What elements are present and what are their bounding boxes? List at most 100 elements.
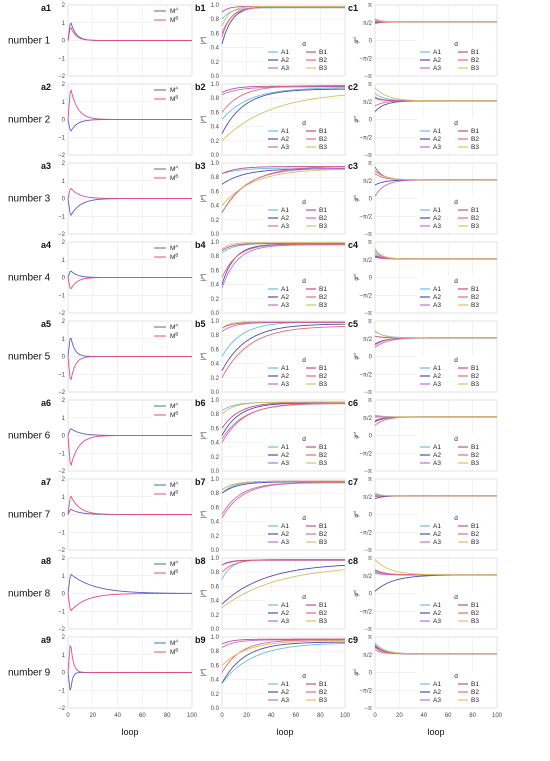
series-line-A2: [221, 564, 346, 605]
y-tick-label: 0: [62, 39, 66, 45]
panel-label-b3: b3: [195, 161, 206, 171]
y-tick-label: 2: [62, 3, 66, 9]
series-line-B3: [374, 19, 497, 23]
legend-entry: A2: [281, 373, 289, 380]
legend-entry: A3: [433, 144, 441, 151]
legend-entry: B3: [471, 460, 479, 467]
y-tick-label: −π: [364, 153, 372, 159]
y-axis-label: |rd|: [199, 36, 207, 44]
y-tick-label: −2: [58, 232, 66, 238]
y-axis-label: φd: [352, 511, 360, 518]
series-line-B2: [221, 243, 345, 278]
panel-label-a1: a1: [41, 3, 51, 13]
y-tick-label: −2: [58, 390, 66, 396]
legend-entry: A3: [281, 618, 289, 625]
panel-label-a5: a5: [41, 319, 51, 329]
y-axis-label: |rd|: [199, 589, 207, 597]
legend-entry: B3: [319, 65, 327, 72]
legend-box: [152, 402, 190, 422]
legend-entry: B2: [319, 610, 327, 617]
series-line-B3: [221, 569, 346, 609]
legend-entry: A1: [281, 128, 289, 135]
legend-entry: B2: [471, 531, 479, 538]
y-tick-label: 0.2: [211, 297, 220, 303]
y-tick-label: 0.0: [211, 74, 220, 80]
legend-entry: A1: [281, 286, 289, 293]
series-line-A1: [221, 7, 345, 20]
legend-entry: A2: [433, 373, 441, 380]
legend-entry: MA: [170, 323, 178, 332]
y-tick-label: −1: [58, 56, 66, 62]
y-tick-label: 0.6: [211, 505, 220, 511]
y-tick-label: 0.2: [211, 613, 220, 619]
series-line-B3: [374, 87, 497, 102]
row-label-7: number 7: [8, 510, 51, 521]
y-tick-label: −2: [58, 153, 66, 159]
y-tick-label: 2: [62, 635, 66, 641]
x-tick-label: 80: [164, 713, 171, 719]
legend-title: d: [302, 357, 306, 364]
panel-label-a6: a6: [41, 398, 51, 408]
legend-entry: B1: [319, 286, 327, 293]
y-tick-label: 0: [369, 671, 373, 677]
y-tick-label: −π/2: [359, 451, 372, 457]
y-tick-label: 0.0: [211, 627, 220, 633]
y-tick-label: −1: [58, 451, 66, 457]
y-tick-label: 0.2: [211, 692, 220, 698]
y-tick-label: 2: [62, 398, 66, 404]
series-line-MB: [67, 495, 192, 515]
y-tick-label: 1.0: [211, 635, 220, 641]
y-tick-label: π/2: [363, 574, 373, 580]
panel-label-c1: c1: [348, 3, 358, 13]
legend-entry: B3: [471, 381, 479, 388]
legend-entry: B2: [471, 57, 479, 64]
y-tick-label: 0.8: [211, 175, 220, 181]
legend-entry: A3: [433, 697, 441, 704]
x-tick-label: 100: [340, 713, 351, 719]
y-tick-label: 0.4: [211, 46, 220, 52]
x-tick-label: 100: [492, 713, 503, 719]
legend-entry: B1: [319, 444, 327, 451]
y-tick-label: −2: [58, 74, 66, 80]
panel-label-b7: b7: [195, 477, 206, 487]
y-tick-label: 1: [62, 653, 66, 659]
legend-entry: A2: [433, 689, 441, 696]
legend-entry: MA: [170, 560, 178, 569]
legend-entry: A2: [433, 215, 441, 222]
legend-entry: A1: [433, 523, 441, 530]
series-line-B3: [374, 416, 497, 418]
legend-entry: A3: [281, 65, 289, 72]
y-tick-label: 1: [62, 21, 66, 27]
y-tick-label: 0.0: [211, 232, 220, 238]
legend-entry: MA: [170, 165, 178, 174]
legend-entry: B1: [319, 49, 327, 56]
legend-entry: MB: [170, 411, 178, 420]
panel-label-c7: c7: [348, 477, 358, 487]
x-tick-label: 40: [114, 713, 121, 719]
y-tick-label: −π: [364, 311, 372, 317]
y-tick-label: π: [368, 556, 372, 562]
legend-entry: A2: [281, 136, 289, 143]
series-line-A2: [221, 641, 346, 684]
y-tick-label: 0: [369, 118, 373, 124]
legend-entry: B1: [471, 681, 479, 688]
panel-label-b8: b8: [195, 556, 206, 566]
y-axis-label: |rd|: [199, 431, 207, 439]
